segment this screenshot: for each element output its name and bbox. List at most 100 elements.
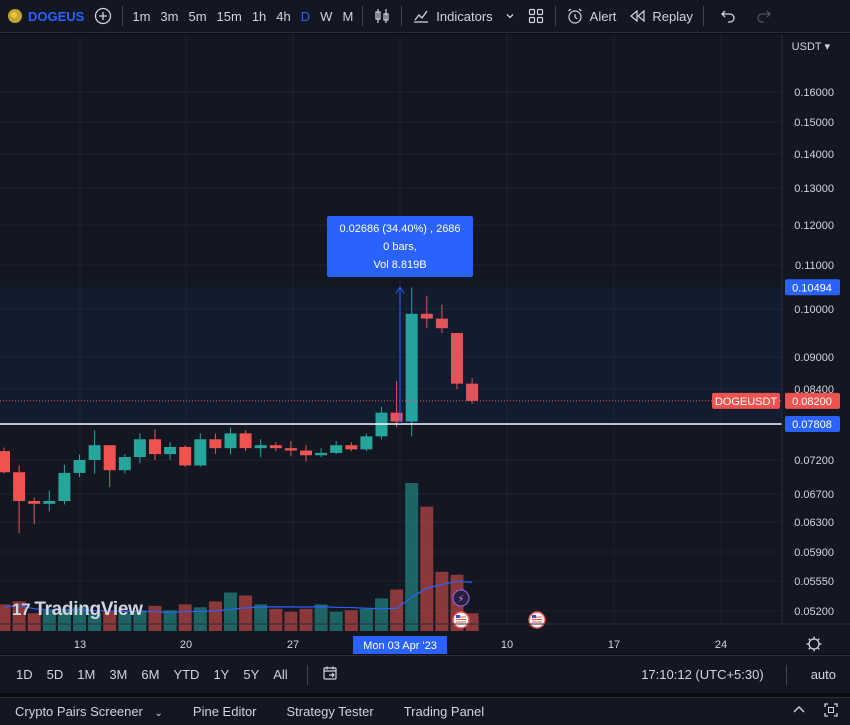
range-5y[interactable]: 5Y xyxy=(243,667,260,682)
volume-bar xyxy=(420,506,434,631)
range-ytd[interactable]: YTD xyxy=(173,667,200,682)
toolbar-divider xyxy=(401,6,403,26)
panels-controls xyxy=(792,703,838,720)
auto-scale-toggle[interactable]: auto xyxy=(810,667,836,682)
rangebar-right: 17:10:12 (UTC+5:30) auto xyxy=(634,656,850,694)
measure-tooltip: 0.02686 (34.40%) , 2686 0 bars, Vol 8.81… xyxy=(327,216,473,277)
tradingview-mark-icon: 17 xyxy=(12,600,31,619)
candle-body xyxy=(284,448,297,451)
crosshair-date-bg xyxy=(353,636,447,654)
maximize-icon[interactable] xyxy=(824,703,838,720)
timeframe-d[interactable]: D xyxy=(300,8,311,24)
range-6m[interactable]: 6M xyxy=(141,667,160,682)
timeframe-5m[interactable]: 5m xyxy=(188,8,207,24)
tab-trading-panel[interactable]: Trading Panel xyxy=(403,704,485,719)
tab-strategy-tester[interactable]: Strategy Tester xyxy=(286,704,374,719)
range-3m[interactable]: 3M xyxy=(109,667,128,682)
volume-bar xyxy=(390,589,404,631)
range-all[interactable]: All xyxy=(273,667,288,682)
range-1y[interactable]: 1Y xyxy=(213,667,230,682)
volume-bar xyxy=(103,611,117,631)
candle-body xyxy=(164,446,177,455)
candle-body xyxy=(330,445,343,453)
chevron-down-icon: ⌄ xyxy=(154,708,163,719)
plus-circle-icon[interactable] xyxy=(88,0,118,33)
price-tick-label: 0.05200 xyxy=(794,606,834,618)
range-5d[interactable]: 5D xyxy=(46,667,64,682)
doge-coin-icon xyxy=(8,9,22,23)
candle-body xyxy=(451,333,463,384)
volume-bar xyxy=(208,601,222,631)
bottom-panels-bar: Crypto Pairs Screener ⌄ Pine Editor Stra… xyxy=(0,697,850,725)
candle-body xyxy=(194,439,207,466)
volume-bar xyxy=(284,611,298,631)
indicators-button[interactable]: Indicators xyxy=(406,0,520,33)
us-flag-canton xyxy=(532,615,536,618)
candle-body xyxy=(405,313,418,422)
tab-crypto-pairs-screener[interactable]: Crypto Pairs Screener ⌄ xyxy=(0,704,178,719)
timeframe-4h[interactable]: 4h xyxy=(276,8,291,24)
timeframe-3m[interactable]: 3m xyxy=(160,8,179,24)
timeframe-1m[interactable]: 1m xyxy=(132,8,151,24)
range-1d[interactable]: 1D xyxy=(16,667,33,682)
grid-icon[interactable] xyxy=(521,0,551,33)
symbol-tag-label: DOGEUSDT xyxy=(715,396,778,408)
toolbar-divider xyxy=(702,6,704,26)
chevron-down-icon xyxy=(506,14,514,19)
us-flag-canton xyxy=(456,615,460,618)
measure-top-price-label-bg xyxy=(785,279,840,296)
gear-tooth xyxy=(808,647,811,650)
rewind-icon xyxy=(630,9,645,23)
date-tick-label: 17 xyxy=(608,639,620,651)
candle-body xyxy=(28,501,41,504)
timeframe-15m[interactable]: 15m xyxy=(216,8,242,24)
volume-bar xyxy=(344,610,358,631)
chevron-up-icon[interactable] xyxy=(792,703,806,720)
candle-body xyxy=(13,472,26,501)
volume-bar xyxy=(88,613,102,631)
price-tick-label: 0.06300 xyxy=(794,517,834,529)
chart-grid xyxy=(0,34,782,624)
date-range-bar: 1D 5D 1M 3M 6M YTD 1Y 5Y All 17:10:12 (U… xyxy=(0,655,850,693)
volume-bar xyxy=(57,608,71,631)
volume-bar xyxy=(73,607,86,631)
undo-icon[interactable] xyxy=(708,0,748,33)
timeframe-w[interactable]: W xyxy=(320,8,333,24)
date-tick-label: 20 xyxy=(180,639,192,651)
chart-pane[interactable]: ⚡ 0.16000 0.15000 0.14000 0.13000 0.12000 0.1… xyxy=(0,34,850,654)
toolbar-divider xyxy=(554,6,556,26)
redo-icon[interactable] xyxy=(748,0,780,33)
clock-timezone[interactable]: 17:10:12 (UTC+5:30) xyxy=(641,667,764,682)
price-axis[interactable]: 0.16000 0.15000 0.14000 0.13000 0.12000 0.110… xyxy=(0,34,850,654)
chart-overlay: ⚡ xyxy=(0,286,782,629)
currency-selector[interactable]: USDT ▾ xyxy=(791,41,830,53)
timeframe-m[interactable]: M xyxy=(342,8,354,24)
candle-body xyxy=(43,501,56,504)
candle-body xyxy=(345,445,358,450)
timeframe-1h[interactable]: 1h xyxy=(251,8,267,24)
replay-button[interactable]: Replay xyxy=(622,0,698,33)
price-tick-label: 0.11000 xyxy=(795,260,834,272)
tab-pine-editor[interactable]: Pine Editor xyxy=(192,704,257,719)
candle-body xyxy=(315,452,328,456)
volume-bar xyxy=(163,610,177,631)
alert-button[interactable]: Alert xyxy=(560,0,623,33)
currency-label: USDT xyxy=(791,41,822,53)
price-tick-label: 0.15000 xyxy=(794,117,834,129)
candle-body xyxy=(239,433,252,449)
candlestick-chart[interactable]: ⚡ 0.160000.150000.140000.130000.120000.1… xyxy=(0,34,850,654)
candle-body xyxy=(0,451,10,473)
candles-icon[interactable] xyxy=(367,0,397,33)
crosshair-date-label: Mon 03 Apr '23 xyxy=(363,640,437,652)
candle-body xyxy=(118,457,131,471)
candle-body xyxy=(88,445,101,460)
price-tick-label: 0.14000 xyxy=(794,149,834,161)
goto-date-icon[interactable] xyxy=(312,665,348,684)
date-tick-label: 24 xyxy=(715,639,727,651)
tradingview-logo[interactable]: 17 TradingView xyxy=(12,599,143,621)
rangebar-divider xyxy=(306,664,308,685)
symbol-search-button[interactable]: DOGEUS xyxy=(28,8,85,24)
candle-body xyxy=(420,313,433,319)
price-tick-label: 0.09000 xyxy=(794,352,834,364)
range-1m[interactable]: 1M xyxy=(77,667,96,682)
